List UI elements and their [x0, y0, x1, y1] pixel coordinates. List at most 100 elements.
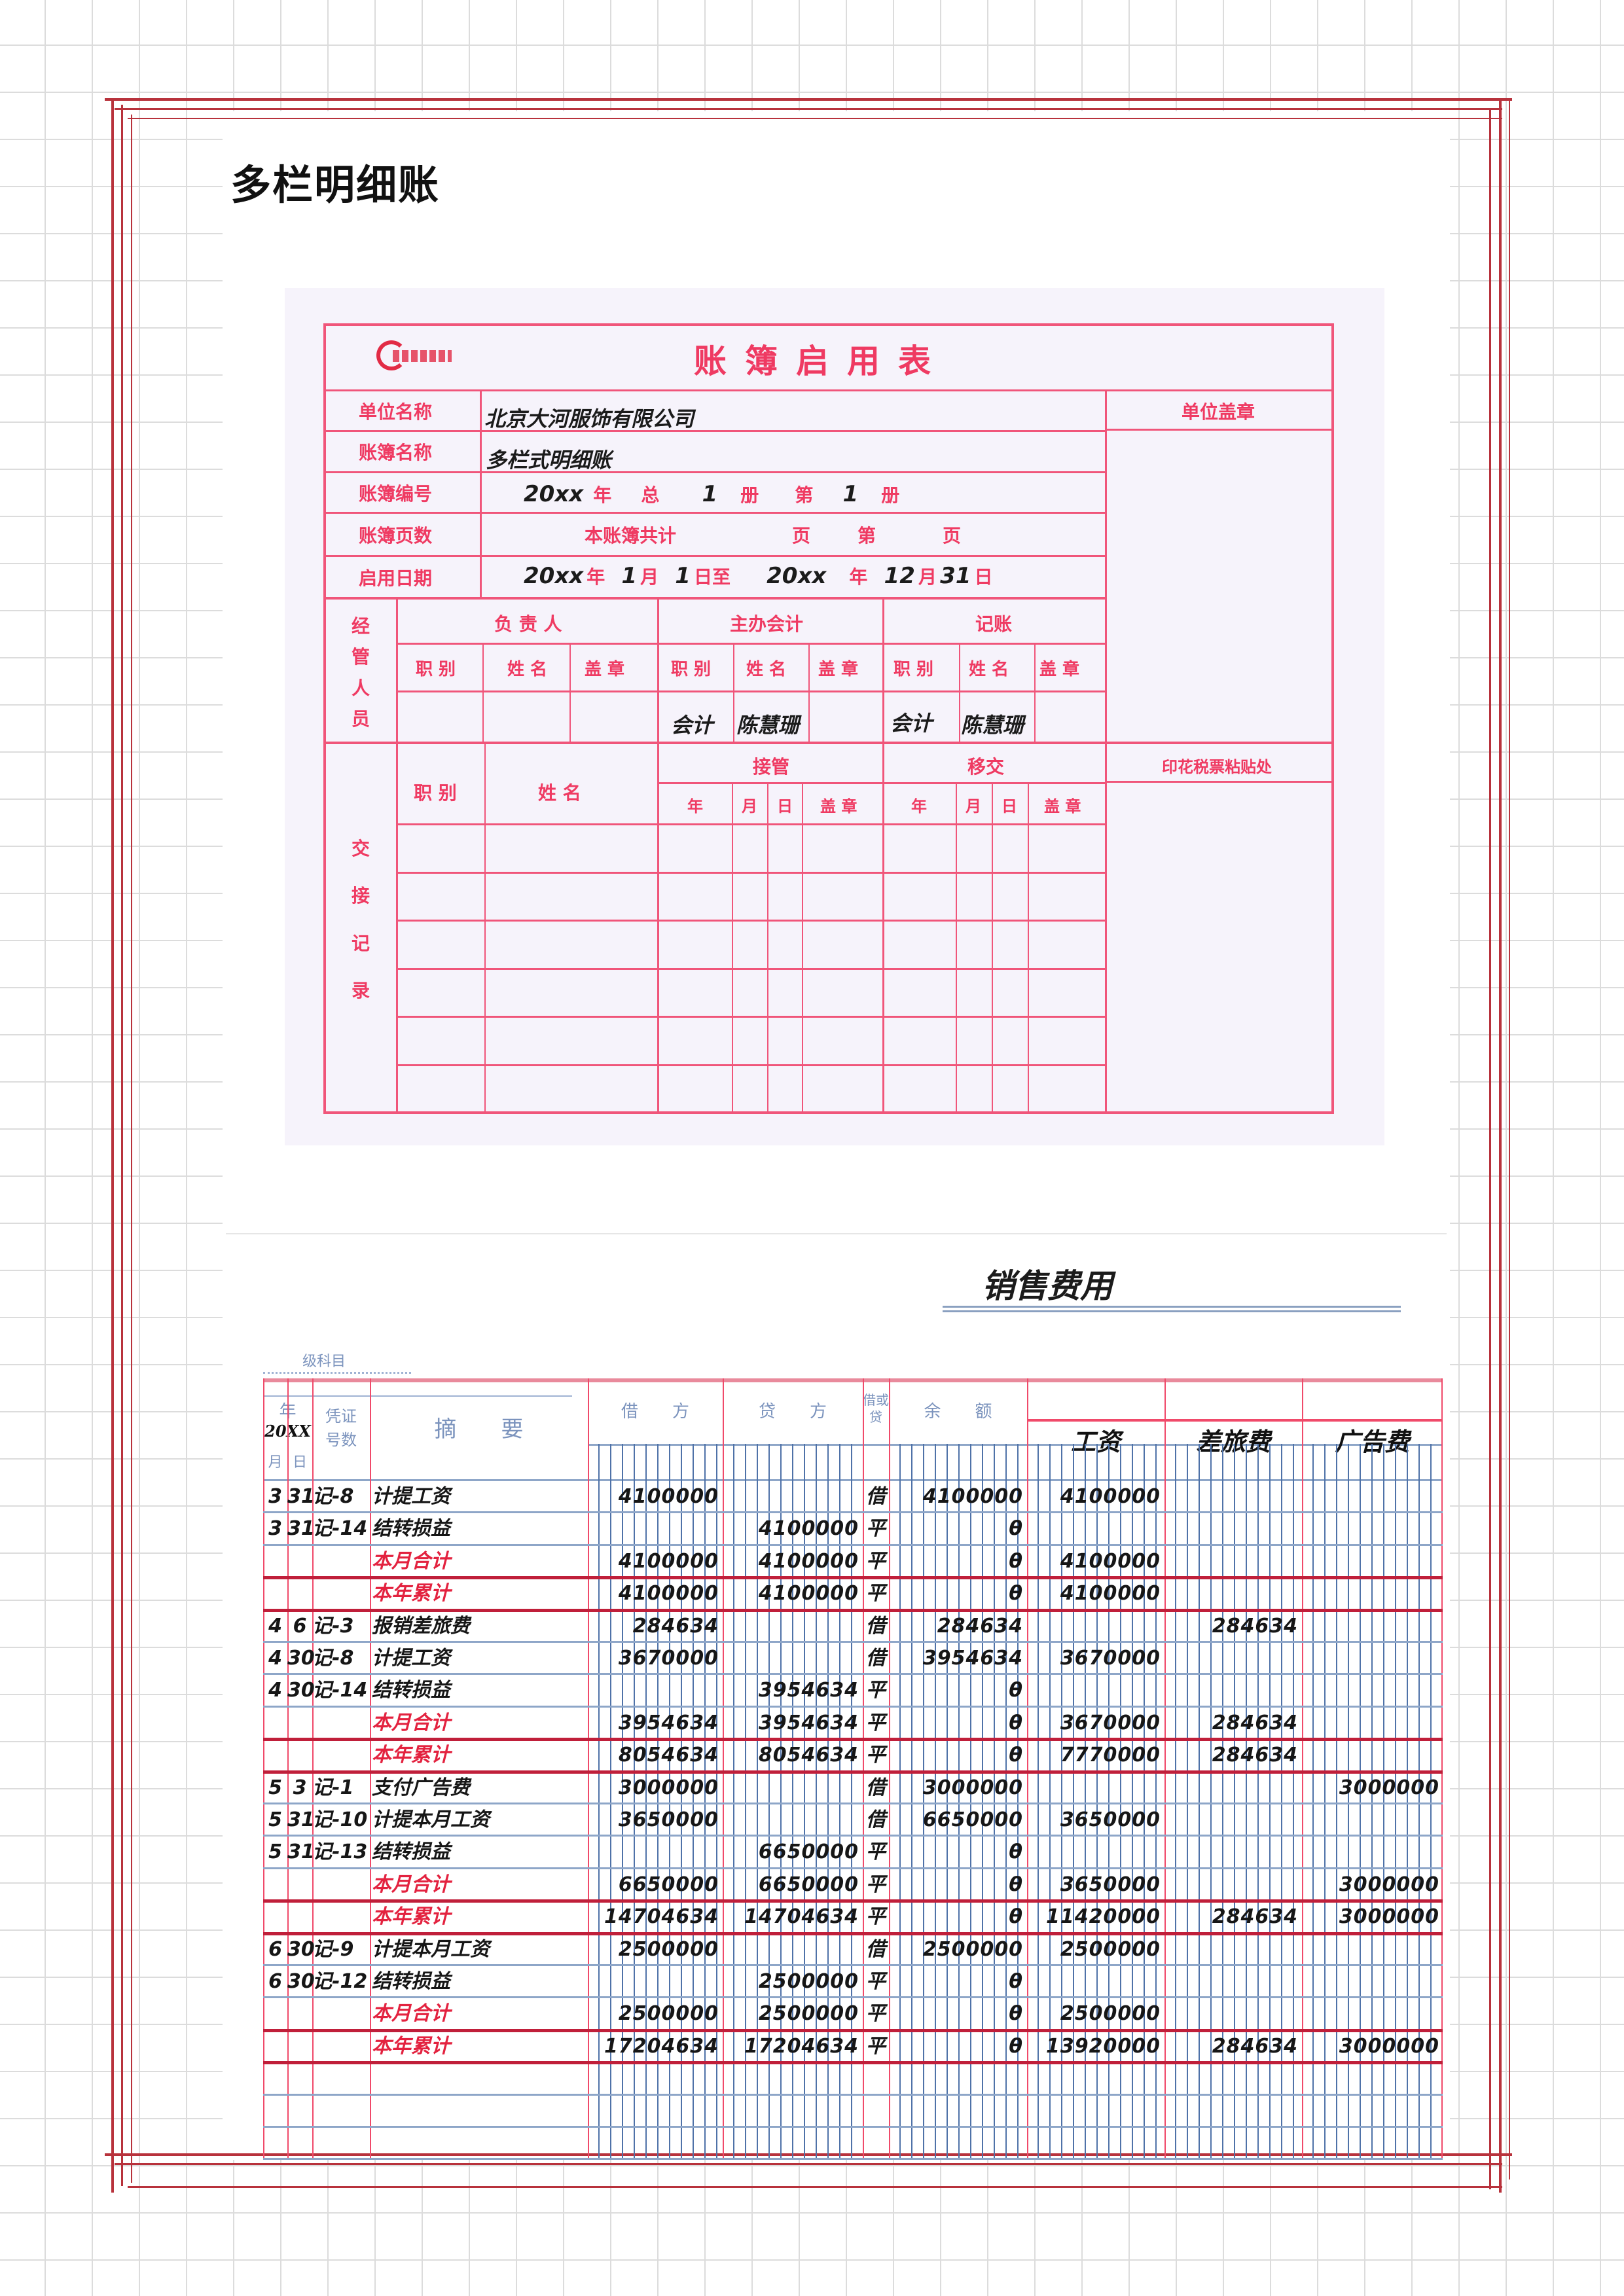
- ledger-cell-bal: 6650000: [922, 1808, 1023, 1831]
- ledger-cell-bal: 3954634: [922, 1647, 1023, 1670]
- ledger-cell-dc: 平: [866, 2002, 886, 2026]
- ledger-cell-credit: 2500000: [758, 2002, 859, 2026]
- year-label: 年: [593, 484, 612, 506]
- ledger-cell-c1: 4100000: [1060, 1582, 1161, 1605]
- digit-ruling: [1302, 1444, 1443, 2160]
- ledger-title-underline: [943, 1306, 1401, 1308]
- ledger-cell-d: 31: [287, 1840, 315, 1864]
- row-rule: [263, 2093, 1443, 2096]
- ledger-cell-s: 本月合计: [372, 1549, 450, 1573]
- ledger-cell-d: 31: [287, 1517, 315, 1541]
- ledger-cell-dc: 平: [866, 1549, 886, 1573]
- label-book-name: 账簿名称: [359, 442, 433, 463]
- date-year: 年: [687, 797, 703, 816]
- ledger-cell-d: 30: [287, 1679, 315, 1702]
- ledger-cell-debit: 4100000: [618, 1549, 719, 1573]
- ledger-cell-d: 30: [287, 1970, 315, 1993]
- date-seal: 盖 章: [820, 797, 857, 816]
- total-rule: [263, 1931, 1443, 1935]
- ledger-cell-bal: θ: [1009, 1873, 1023, 1896]
- digit-ruling: [889, 1444, 1027, 2160]
- ledger-cell-c1: 4100000: [1060, 1549, 1161, 1573]
- header-balance: 余 额: [924, 1402, 992, 1422]
- ledger-cell-credit: 2500000: [758, 1970, 859, 1993]
- ledger-cell-bal: 2500000: [922, 1937, 1023, 1961]
- bookkeeper-title: 会计: [890, 711, 933, 736]
- label-unit-seal: 单位盖章: [1182, 401, 1255, 423]
- date-seal: 盖 章: [1044, 797, 1081, 816]
- bookkeeper-name: 陈慧珊: [961, 713, 1024, 738]
- total-volumes: 1: [702, 481, 718, 507]
- to-day: 31: [940, 563, 971, 589]
- ledger-cell-v: 记-8: [312, 1647, 354, 1670]
- ledger-cell-credit: 3954634: [758, 1679, 859, 1702]
- handover-label-3: 记: [352, 933, 370, 954]
- ledger-cell-debit: 8054634: [618, 1744, 719, 1767]
- ledger-cell-dc: 平: [866, 1970, 886, 1993]
- ledger-cell-dc: 平: [866, 1517, 886, 1541]
- label-book-pages: 账簿页数: [359, 525, 433, 547]
- handover-label-1: 交: [352, 838, 370, 859]
- ledger-cell-credit: 6650000: [758, 1840, 859, 1864]
- sub-title: 职 别: [893, 660, 934, 679]
- ledger-cell-bal: θ: [1009, 1840, 1023, 1864]
- column-rule: [588, 1378, 589, 2160]
- sub-seal: 盖 章: [1039, 660, 1080, 679]
- header-day: 日: [292, 1454, 307, 1471]
- pages-no-label: 第: [857, 525, 876, 547]
- ledger-cell-dc: 平: [866, 1679, 886, 1702]
- date-day: 日: [777, 797, 793, 816]
- ledger-table: 年 20XX 月 日 凭证 号数 摘 要 借 方 贷 方 借或贷 余 额 工资 …: [263, 1378, 1443, 2161]
- row-rule: [263, 1835, 1443, 1837]
- ledger-cell-credit: 14704634: [744, 1905, 859, 1929]
- total-rule: [263, 1576, 1443, 1580]
- header-voucher: 凭证 号数: [325, 1407, 357, 1449]
- ledger-cell-s: 计提工资: [372, 1647, 450, 1670]
- volume-label: 册: [881, 484, 900, 506]
- ledger-cell-credit: 17204634: [744, 2034, 859, 2058]
- ledger-cell-credit: 4100000: [758, 1582, 859, 1605]
- header-debit: 借 方: [621, 1402, 689, 1422]
- label-unit-name: 单位名称: [359, 401, 433, 423]
- ledger-cell-s: 结转损益: [372, 1517, 450, 1541]
- unit-name-value: 北京大河服饰有限公司: [484, 406, 695, 431]
- ledger-cell-c2: 284634: [1212, 1711, 1298, 1734]
- ledger-cell-dc: 平: [866, 2034, 886, 2058]
- handover-label-4: 录: [352, 980, 370, 1001]
- ledger-cell-v: 记-10: [312, 1808, 368, 1831]
- column-rule: [1441, 1378, 1443, 2160]
- from-year: 20xx: [524, 563, 584, 589]
- ledger-cell-s: 计提工资: [372, 1485, 450, 1508]
- header-dc: 借或贷: [863, 1392, 889, 1425]
- total-rule: [263, 1608, 1443, 1612]
- sub-name: 姓 名: [969, 660, 1009, 679]
- column-rule: [1027, 1378, 1028, 2160]
- header-month: 月: [268, 1454, 283, 1471]
- ledger-cell-c1: 13920000: [1046, 2034, 1161, 2058]
- handover-name-header: 姓 名: [538, 782, 581, 804]
- ledger-cell-c1: 3670000: [1060, 1711, 1161, 1734]
- ledger-cell-v: 记-1: [312, 1776, 354, 1799]
- volume-label: 册: [740, 484, 759, 506]
- ledger-cell-m: 4: [268, 1679, 282, 1702]
- digit-ruling: [588, 1444, 723, 2160]
- ledger-cell-debit: 3670000: [618, 1647, 719, 1670]
- header-credit: 贷 方: [758, 1402, 827, 1422]
- sub-seal: 盖 章: [585, 660, 625, 679]
- ledger-cell-s: 结转损益: [372, 1970, 450, 1993]
- total-rule: [263, 1738, 1443, 1742]
- ledger-cell-bal: θ: [1009, 1582, 1023, 1605]
- sub-name: 姓 名: [746, 660, 787, 679]
- ledger-cell-v: 记-8: [312, 1485, 354, 1508]
- date-month: 月: [965, 797, 981, 816]
- ledger-cell-c1: 3670000: [1060, 1647, 1161, 1670]
- ledger-cell-s: 支付广告费: [372, 1776, 470, 1799]
- total-label: 总: [641, 484, 660, 506]
- ledger-cell-dc: 平: [866, 1711, 886, 1734]
- ledger-title: 销售费用: [982, 1267, 1113, 1305]
- ledger-cell-bal: θ: [1009, 2034, 1023, 2058]
- ledger-cell-m: 4: [268, 1647, 282, 1670]
- account-caption-text: 级科目: [302, 1354, 346, 1370]
- date-day: 日: [1001, 797, 1017, 816]
- digit-ruling: [1027, 1444, 1164, 2160]
